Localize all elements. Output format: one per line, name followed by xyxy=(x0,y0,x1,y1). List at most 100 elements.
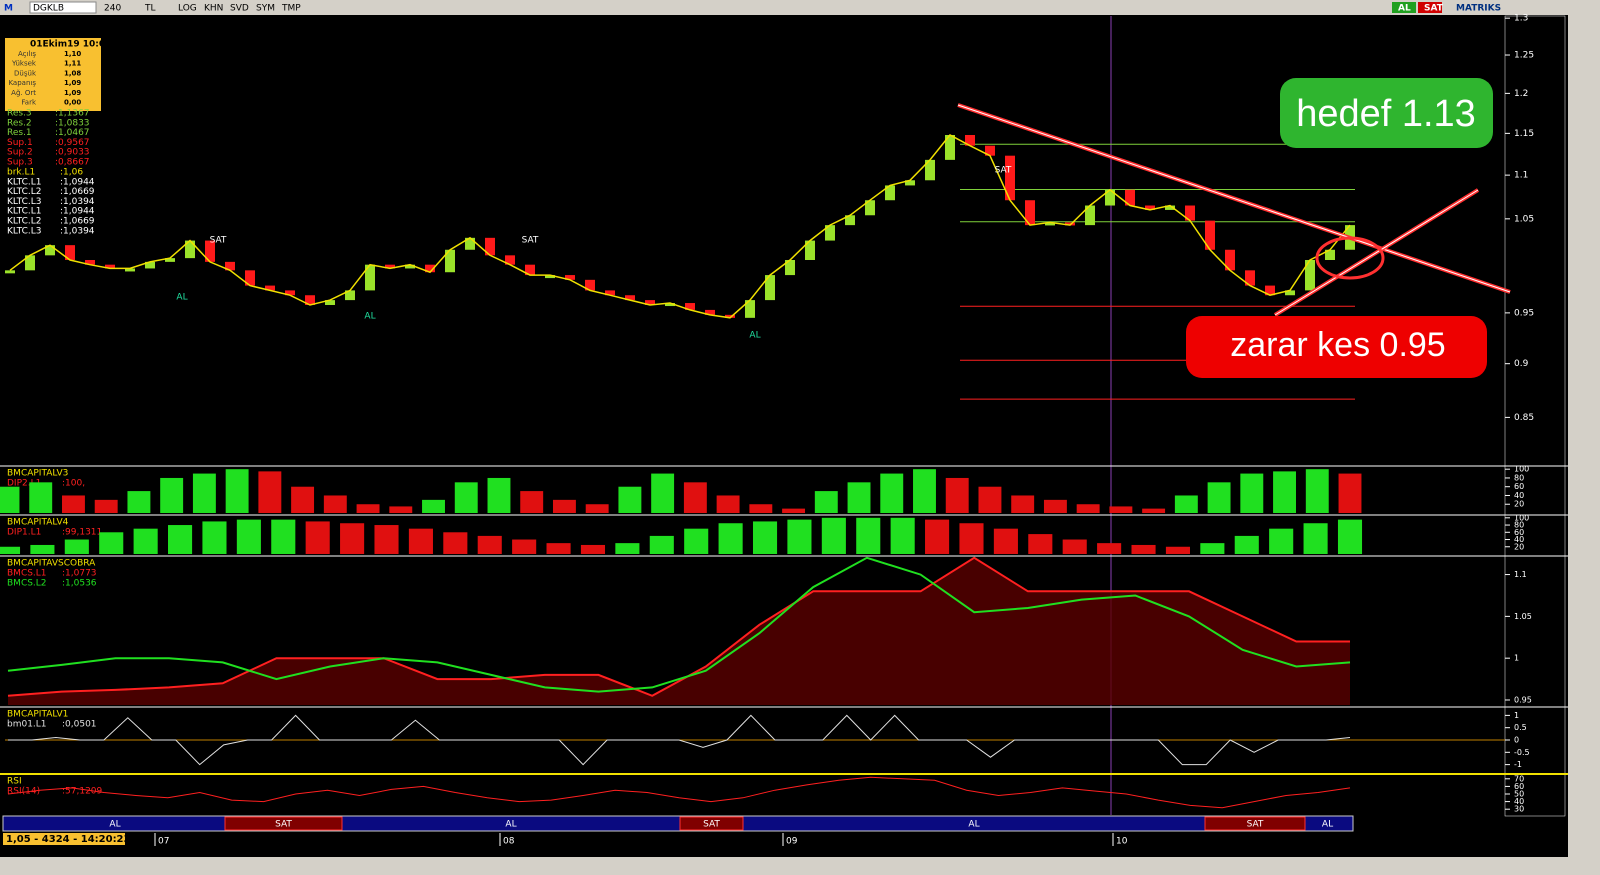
y-tick-label: 1 xyxy=(1514,654,1519,663)
y-tick-label: 1.25 xyxy=(1514,51,1534,61)
indicator-value: :1,0394 xyxy=(60,226,95,236)
candle xyxy=(805,240,815,260)
histogram-bar xyxy=(512,539,537,554)
panel-title: BMCAPITALV1 xyxy=(7,710,68,720)
y-tick-label: 40 xyxy=(1514,797,1524,806)
histogram-bar xyxy=(959,523,984,554)
histogram-bar xyxy=(716,495,740,513)
histogram-bar xyxy=(340,523,365,554)
date-label: 08 xyxy=(503,837,515,847)
histogram-bar xyxy=(133,528,158,554)
signal-text: AL xyxy=(364,312,375,322)
candle xyxy=(45,245,55,256)
toolbar-button[interactable]: TMP xyxy=(281,4,301,14)
legend-name: bm01.L1 xyxy=(7,720,47,730)
candle xyxy=(85,259,95,265)
candle xyxy=(1205,220,1215,250)
toolbar-button[interactable]: LOG xyxy=(178,4,197,14)
histogram-bar xyxy=(1234,535,1259,554)
candle xyxy=(5,270,15,274)
histogram-bar xyxy=(356,504,380,513)
candle xyxy=(965,134,975,146)
signal-label[interactable]: AL xyxy=(1398,4,1411,14)
candle xyxy=(405,264,415,269)
status-bar xyxy=(0,833,1568,857)
histogram-bar xyxy=(752,521,778,554)
info-box xyxy=(5,38,101,111)
candle xyxy=(545,275,555,279)
y-tick-label: 80 xyxy=(1514,521,1524,530)
candle xyxy=(645,300,655,305)
histogram-bar xyxy=(0,486,20,513)
legend-name: BMCS.L1 xyxy=(7,569,47,579)
histogram-bar xyxy=(1062,539,1087,554)
candle xyxy=(1125,189,1135,206)
date-label: 09 xyxy=(786,837,798,847)
indicator-name: KLTC.L1 xyxy=(7,177,42,187)
histogram-bar xyxy=(890,517,915,554)
histogram-bar xyxy=(99,532,124,554)
candle xyxy=(225,261,235,271)
candle xyxy=(525,264,535,276)
histogram-bar xyxy=(913,469,936,513)
candle xyxy=(485,237,495,256)
candle xyxy=(745,300,755,318)
histogram-bar xyxy=(1165,546,1190,554)
candle xyxy=(1085,205,1095,226)
candle xyxy=(505,255,515,265)
histogram-bar xyxy=(1207,482,1231,513)
candle xyxy=(365,264,375,291)
status-text: 1,05 - 4324 - 14:20:23 xyxy=(6,834,131,845)
brand: MATRIKS xyxy=(1456,4,1501,14)
signal-label[interactable]: SAT xyxy=(1424,4,1444,14)
period[interactable]: 240 xyxy=(104,4,121,14)
histogram-bar xyxy=(749,504,773,513)
histogram-bar xyxy=(389,506,413,513)
candle xyxy=(1025,200,1035,226)
y-tick-label: 20 xyxy=(1514,542,1524,551)
stop-text: zarar kes 0.95 xyxy=(1230,326,1445,364)
level-value: :0,9567 xyxy=(55,138,90,148)
indicator-value: :1,06 xyxy=(60,168,83,178)
histogram-bar xyxy=(1131,544,1156,554)
level-value: :1,1367 xyxy=(55,109,90,119)
panel-title: BMCAPITALV4 xyxy=(7,518,69,528)
histogram-bar xyxy=(374,525,399,554)
signal-segment xyxy=(224,816,343,831)
candle xyxy=(1045,222,1055,226)
area xyxy=(8,557,1350,705)
histogram-bar xyxy=(1337,519,1363,554)
candle xyxy=(845,215,855,226)
histogram-bar xyxy=(454,482,478,513)
currency[interactable]: TL xyxy=(144,4,156,14)
signal-segment-label: AL xyxy=(1322,820,1333,830)
candle xyxy=(1305,259,1315,291)
histogram-bar xyxy=(1043,499,1067,513)
signal-text: SAT xyxy=(995,166,1012,176)
legend-name: DIP2.L1 xyxy=(7,479,41,489)
toolbar-button[interactable]: SYM xyxy=(256,4,275,14)
histogram-bar xyxy=(993,528,1018,554)
y-tick-label: 60 xyxy=(1514,782,1524,791)
highlight xyxy=(1315,236,1385,280)
histogram-bar xyxy=(408,528,433,554)
info-key: Fark xyxy=(21,99,37,107)
y-tick-label: 80 xyxy=(1514,473,1524,482)
symbol[interactable]: DGKLB xyxy=(33,4,64,14)
histogram-bar xyxy=(64,539,89,554)
stop-box xyxy=(1186,316,1487,378)
info-key: Yüksek xyxy=(11,60,37,68)
candle xyxy=(625,295,635,301)
legend-name: RSI(14) xyxy=(7,787,40,797)
candle xyxy=(985,145,995,156)
level-name: Res.2 xyxy=(7,118,32,128)
info-value: 0,00 xyxy=(64,99,81,107)
series-line xyxy=(8,714,1351,766)
level-value: :0,9033 xyxy=(55,148,90,158)
histogram-bar xyxy=(1028,534,1053,554)
candle xyxy=(905,180,915,186)
toolbar-button[interactable]: SVD xyxy=(230,4,249,14)
toolbar-button[interactable]: KHN xyxy=(204,4,223,14)
signal-button xyxy=(1392,2,1416,13)
candle xyxy=(1165,205,1175,210)
